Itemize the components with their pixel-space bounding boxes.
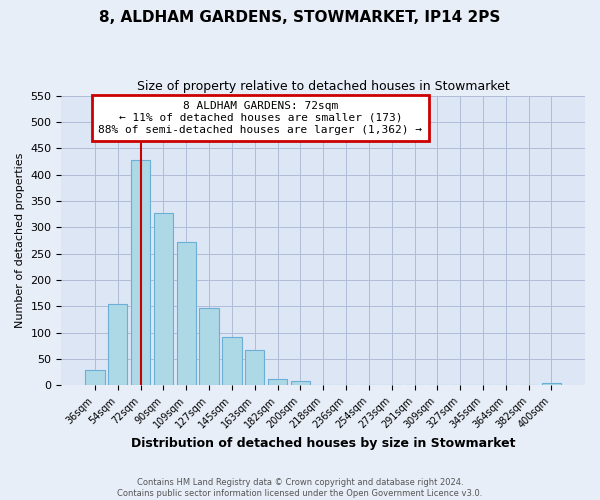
X-axis label: Distribution of detached houses by size in Stowmarket: Distribution of detached houses by size … [131, 437, 515, 450]
Title: Size of property relative to detached houses in Stowmarket: Size of property relative to detached ho… [137, 80, 509, 93]
Bar [268, 378, 287, 386]
Bar [222, 338, 242, 386]
Bar [131, 160, 150, 386]
Text: Contains HM Land Registry data © Crown copyright and database right 2024.
Contai: Contains HM Land Registry data © Crown c… [118, 478, 482, 498]
Text: 8 ALDHAM GARDENS: 72sqm
← 11% of detached houses are smaller (173)
88% of semi-d: 8 ALDHAM GARDENS: 72sqm ← 11% of detache… [98, 102, 422, 134]
Bar [176, 242, 196, 386]
Bar [245, 350, 265, 386]
Text: 8, ALDHAM GARDENS, STOWMARKET, IP14 2PS: 8, ALDHAM GARDENS, STOWMARKET, IP14 2PS [100, 10, 500, 25]
Bar [542, 383, 561, 386]
Bar [108, 304, 127, 386]
Bar [199, 308, 219, 386]
Y-axis label: Number of detached properties: Number of detached properties [15, 153, 25, 328]
Bar [290, 380, 310, 386]
Bar [85, 370, 104, 386]
Bar [154, 212, 173, 386]
